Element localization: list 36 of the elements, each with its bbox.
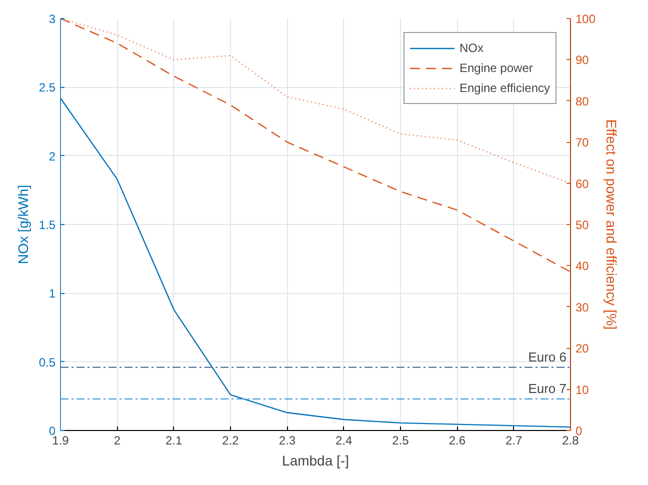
ref-line-label: Euro 6 bbox=[528, 349, 567, 364]
line-series bbox=[60, 18, 570, 184]
x-tick-label: 2.3 bbox=[278, 434, 296, 448]
y2-tick-label: 100 bbox=[576, 12, 596, 26]
y2-tick-label: 50 bbox=[576, 218, 590, 232]
y2-tick-label: 0 bbox=[576, 424, 582, 438]
x-tick-label: 2.4 bbox=[335, 434, 352, 448]
y2-tick-label: 20 bbox=[576, 342, 590, 356]
y2-tick-label: 40 bbox=[576, 259, 590, 274]
x-tick-label: 2.6 bbox=[448, 434, 466, 448]
y2-tick-label: 30 bbox=[576, 300, 590, 314]
line-series bbox=[60, 98, 570, 428]
y-tick-label: 3 bbox=[48, 12, 56, 26]
y2-axis-title: Effect on power and efficiency [%] bbox=[604, 119, 620, 330]
y2-tick-label: 90 bbox=[576, 53, 590, 68]
legend-label: NOx bbox=[459, 41, 484, 55]
x-tick-label: 2.1 bbox=[165, 434, 182, 448]
x-tick-label: 2.7 bbox=[505, 434, 522, 448]
y-tick-label: 2.5 bbox=[38, 80, 56, 95]
x-tick-label: 2 bbox=[114, 434, 121, 448]
y-tick-label: 2 bbox=[48, 149, 56, 164]
ref-line-label: Euro 7 bbox=[528, 380, 567, 396]
legend-label: Engine efficiency bbox=[459, 81, 550, 95]
line-series bbox=[60, 18, 570, 272]
y-axis-title: NOx [g/kWh] bbox=[14, 184, 31, 264]
x-tick-label: 2.5 bbox=[392, 434, 410, 448]
y-tick-label: 1.5 bbox=[38, 218, 56, 232]
y2-tick-label: 70 bbox=[576, 136, 590, 150]
x-axis-title: Lambda [-] bbox=[282, 452, 349, 468]
y2-tick-label: 10 bbox=[576, 382, 590, 397]
y-tick-label: 1 bbox=[48, 286, 56, 301]
y-tick-label: 0.5 bbox=[38, 355, 56, 370]
x-tick-label: 2.2 bbox=[222, 434, 240, 448]
legend-label: Engine power bbox=[459, 61, 533, 75]
y2-tick-label: 80 bbox=[576, 94, 590, 108]
y2-tick-label: 60 bbox=[576, 176, 590, 191]
